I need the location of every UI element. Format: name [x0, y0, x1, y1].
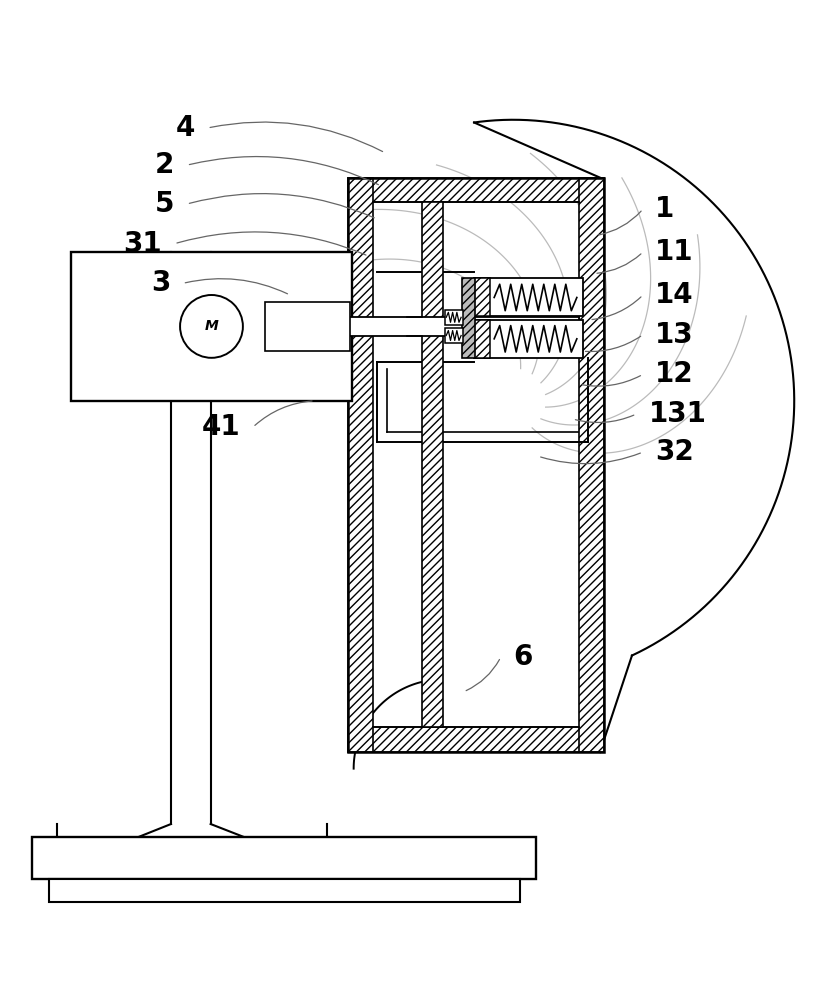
FancyArrowPatch shape [177, 232, 366, 255]
FancyArrowPatch shape [596, 254, 640, 273]
FancyArrowPatch shape [189, 157, 378, 185]
Circle shape [179, 295, 242, 358]
Bar [444, 310, 462, 325]
FancyArrowPatch shape [575, 415, 633, 423]
Text: 3: 3 [151, 269, 170, 297]
Bar [32, 837, 536, 879]
FancyArrowPatch shape [591, 297, 640, 320]
FancyArrowPatch shape [466, 660, 499, 691]
Bar [265, 302, 349, 351]
Bar [347, 178, 372, 752]
Bar [347, 178, 604, 752]
Text: M: M [204, 319, 218, 333]
FancyArrowPatch shape [185, 279, 287, 294]
Text: 131: 131 [648, 400, 705, 428]
Text: 13: 13 [655, 321, 693, 349]
Text: 41: 41 [202, 413, 240, 441]
Text: 11: 11 [655, 238, 693, 266]
Bar [473, 278, 490, 316]
FancyArrowPatch shape [255, 401, 312, 425]
FancyArrowPatch shape [189, 194, 374, 218]
Bar [579, 178, 604, 752]
Text: 14: 14 [655, 281, 693, 309]
FancyArrowPatch shape [540, 453, 639, 464]
Text: 5: 5 [155, 190, 174, 218]
Text: 4: 4 [175, 114, 194, 142]
Bar [49, 879, 519, 902]
Bar [473, 320, 490, 358]
FancyArrowPatch shape [585, 336, 640, 352]
Bar [473, 320, 583, 358]
Text: 6: 6 [513, 643, 532, 671]
FancyArrowPatch shape [581, 376, 640, 386]
Bar [71, 252, 351, 401]
Bar [306, 317, 579, 336]
FancyArrowPatch shape [210, 122, 382, 152]
Text: 31: 31 [123, 230, 162, 258]
Bar [461, 278, 475, 358]
Bar [444, 328, 462, 343]
Text: 32: 32 [655, 438, 693, 466]
Bar [473, 278, 583, 316]
Bar [347, 178, 604, 202]
Bar [347, 727, 604, 752]
Text: 2: 2 [155, 151, 174, 179]
Bar [422, 202, 442, 727]
Text: 12: 12 [655, 360, 693, 388]
Text: 1: 1 [655, 195, 674, 223]
FancyArrowPatch shape [598, 211, 640, 235]
